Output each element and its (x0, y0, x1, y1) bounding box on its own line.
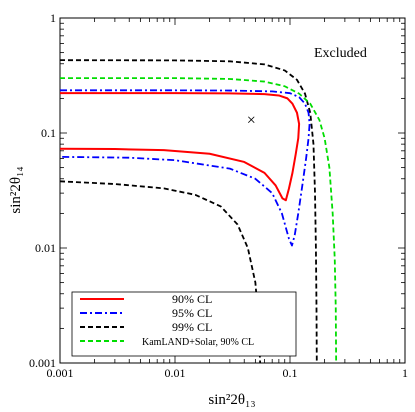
excluded-annotation: Excluded (314, 46, 367, 61)
y-axis-label: sin²2θ₁₄ (8, 166, 24, 213)
y-tick-label: 1 (50, 11, 56, 25)
series-line-1-segment-1 (60, 92, 301, 202)
legend-label: 90% CL (172, 292, 212, 306)
x-tick-label: 0.1 (283, 366, 298, 380)
series-line-3-segment-1 (60, 59, 318, 363)
x-tick-label: 0.01 (165, 366, 186, 380)
axis-ticks (59, 17, 406, 364)
y-tick-label: 0.01 (35, 241, 56, 255)
plot-frame (59, 17, 406, 364)
legend-label: KamLAND+Solar, 90% CL (142, 337, 254, 348)
series-line-2-segment-1 (60, 89, 311, 247)
y-tick-label: 0.1 (41, 126, 56, 140)
x-axis-label: sin²2θ₁₃ (208, 392, 255, 408)
y-tick-labels: 0.001 0.01 0.1 1 (29, 11, 56, 370)
series-line-4-segment-1 (60, 77, 338, 363)
legend-box (71, 291, 297, 357)
x-tick-label: 1 (402, 366, 408, 380)
best-fit-marker: × (247, 112, 256, 129)
y-tick-label: 0.001 (29, 356, 56, 370)
x-tick-labels: 0.001 0.01 0.1 1 (47, 366, 409, 380)
legend-label: 95% CL (172, 306, 212, 320)
x-tick-label: 0.001 (47, 366, 74, 380)
legend-label: 99% CL (172, 320, 212, 334)
